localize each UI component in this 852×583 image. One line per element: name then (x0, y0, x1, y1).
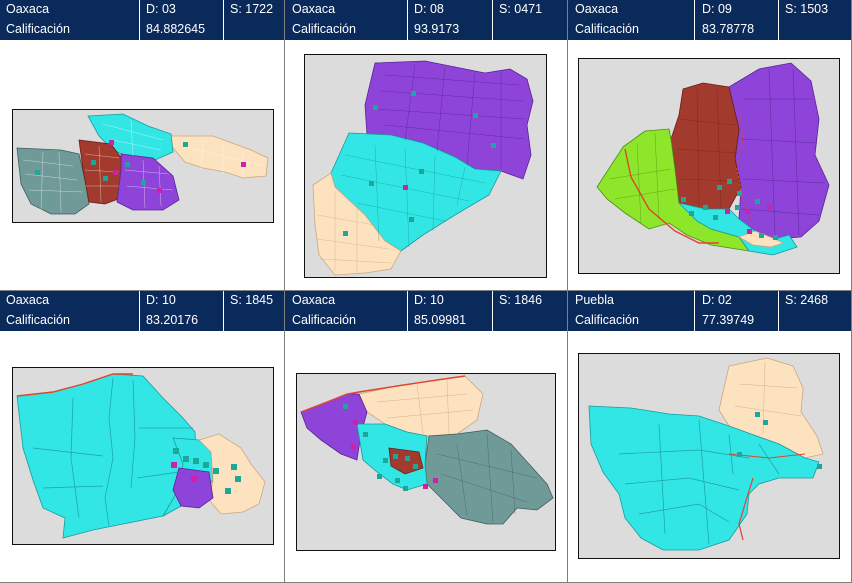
panel-4-map-svg (16, 373, 266, 539)
panel-1-map-svg (16, 113, 269, 215)
score-value: 77.39749 (702, 313, 755, 327)
panel-3: Oaxaca D: 09 S: 1503 Calificación 83.787… (568, 0, 852, 291)
state-label: Oaxaca (6, 2, 50, 16)
score-value: 85.09981 (414, 313, 467, 327)
panel-5-map (296, 373, 556, 551)
panel-3-map (578, 58, 840, 274)
score-label: Calificación (292, 313, 356, 327)
section-label: S: 1845 (230, 293, 274, 307)
score-value: 83.78778 (702, 22, 755, 36)
panel-2-map-svg (312, 60, 534, 276)
state-label: Oaxaca (575, 2, 619, 16)
marker-group (681, 179, 778, 240)
panel-3-header: Oaxaca D: 09 S: 1503 (568, 0, 851, 20)
panel-5-score-row: Calificación 85.09981 (285, 311, 567, 331)
section-label: S: 2468 (785, 293, 829, 307)
panel-1-header: Oaxaca D: 03 S: 1722 (0, 0, 284, 20)
panel-1-map (12, 109, 274, 223)
score-label: Calificación (292, 22, 356, 36)
state-label: Oaxaca (292, 2, 336, 16)
state-label: Puebla (575, 293, 614, 307)
section-label: S: 1846 (499, 293, 543, 307)
panel-5: Oaxaca D: 10 S: 1846 Calificación 85.099… (285, 291, 568, 583)
score-label: Calificación (575, 313, 639, 327)
panel-5-header: Oaxaca D: 10 S: 1846 (285, 291, 567, 311)
panel-4-score-row: Calificación 83.20176 (0, 311, 284, 331)
section-label: S: 1503 (785, 2, 829, 16)
district-label: D: 02 (702, 293, 732, 307)
state-label: Oaxaca (292, 293, 336, 307)
panel-3-score-row: Calificación 83.78778 (568, 20, 851, 40)
panel-6: Puebla D: 02 S: 2468 Calificación 77.397… (568, 291, 852, 583)
state-label: Oaxaca (6, 293, 50, 307)
panel-6-score-row: Calificación 77.39749 (568, 311, 851, 331)
marker-group (343, 91, 496, 236)
score-label: Calificación (575, 22, 639, 36)
score-label: Calificación (6, 313, 70, 327)
section-label: S: 1722 (230, 2, 274, 16)
score-value: 83.20176 (146, 313, 199, 327)
district-label: D: 10 (146, 293, 176, 307)
marker-group (35, 140, 246, 193)
marker-group (171, 448, 241, 494)
panel-3-map-svg (596, 62, 830, 256)
panel-6-header: Puebla D: 02 S: 2468 (568, 291, 851, 311)
panel-4-header: Oaxaca D: 10 S: 1845 (0, 291, 284, 311)
marker-group (737, 412, 822, 469)
panel-6-map-svg (588, 357, 824, 551)
panel-4: Oaxaca D: 10 S: 1845 Calificación 83.201… (0, 291, 285, 583)
panel-2: Oaxaca D: 08 S: 0471 Calificación 93.917… (285, 0, 568, 291)
district-label: D: 10 (414, 293, 444, 307)
district-label: D: 03 (146, 2, 176, 16)
score-label: Calificación (6, 22, 70, 36)
panel-6-map (578, 353, 840, 559)
panel-2-header: Oaxaca D: 08 S: 0471 (285, 0, 567, 20)
panel-1: Oaxaca D: 03 S: 1722 Calificación 84.882… (0, 0, 285, 291)
panel-2-map (304, 54, 547, 278)
score-value: 84.882645 (146, 22, 206, 36)
panel-5-map-svg (300, 375, 554, 525)
panel-2-score-row: Calificación 93.9173 (285, 20, 567, 40)
panel-4-map (12, 367, 274, 545)
marker-group (343, 404, 438, 491)
district-label: D: 09 (702, 2, 732, 16)
score-value: 93.9173 (414, 22, 460, 36)
panel-1-score-row: Calificación 84.882645 (0, 20, 284, 40)
section-label: S: 0471 (499, 2, 543, 16)
district-label: D: 08 (414, 2, 444, 16)
